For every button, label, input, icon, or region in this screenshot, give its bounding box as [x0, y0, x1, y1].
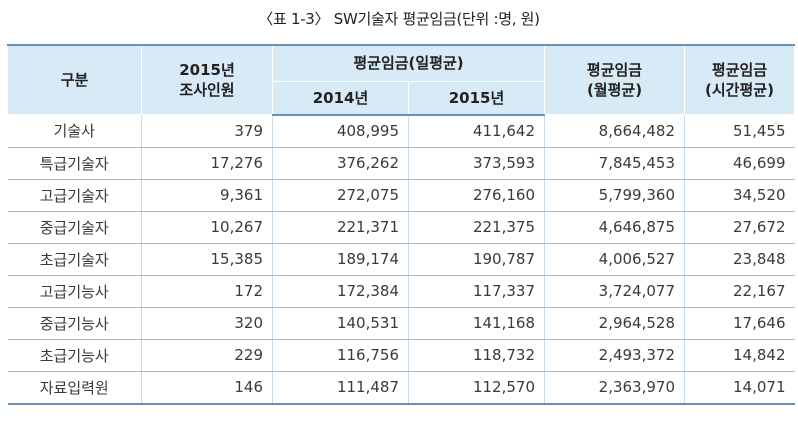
cell-hourly: 51,455: [684, 114, 795, 148]
table-row: 고급기능사 172 172,384 117,337 3,724,077 22,167: [7, 275, 795, 308]
cell-daily-2015: 118,732: [408, 339, 545, 372]
cell-daily-2015: 112,570: [408, 371, 545, 405]
cell-daily-2015: 190,787: [408, 243, 545, 276]
header-survey-line1: 2015년: [179, 61, 235, 79]
cell-daily-2014: 408,995: [272, 114, 409, 148]
table-header: 구분 2015년 조사인원 평균임금(일평균) 평균임금 (월평균) 평균임금 …: [7, 44, 795, 116]
header-hourly-line2: (시간평균): [705, 81, 774, 99]
cell-category: 고급기능사: [7, 275, 142, 308]
cell-daily-2014: 116,756: [272, 339, 409, 372]
header-monthly: 평균임금 (월평균): [544, 44, 685, 115]
header-daily-group: 평균임금(일평균): [272, 44, 545, 82]
wage-table: 구분 2015년 조사인원 평균임금(일평균) 평균임금 (월평균) 평균임금 …: [7, 44, 795, 405]
cell-monthly: 8,664,482: [544, 114, 685, 148]
cell-daily-2015: 141,168: [408, 307, 545, 340]
cell-category: 중급기능사: [7, 307, 142, 340]
cell-daily-2015: 276,160: [408, 179, 545, 212]
cell-daily-2015: 373,593: [408, 147, 545, 180]
cell-survey-count: 320: [141, 307, 273, 340]
cell-monthly: 5,799,360: [544, 179, 685, 212]
cell-monthly: 3,724,077: [544, 275, 685, 308]
cell-hourly: 27,672: [684, 211, 795, 244]
cell-daily-2015: 221,375: [408, 211, 545, 244]
cell-hourly: 14,842: [684, 339, 795, 372]
cell-category: 기술사: [7, 114, 142, 148]
cell-daily-2014: 221,371: [272, 211, 409, 244]
table-body: 기술사 379 408,995 411,642 8,664,482 51,455 특급기술자…: [7, 114, 795, 405]
cell-daily-2014: 376,262: [272, 147, 409, 180]
table-row: 자료입력원 146 111,487 112,570 2,363,970 14,071: [7, 371, 795, 405]
cell-survey-count: 229: [141, 339, 273, 372]
table-row: 중급기능사 320 140,531 141,168 2,964,528 17,646: [7, 307, 795, 340]
cell-category: 자료입력원: [7, 371, 142, 405]
header-survey-count: 2015년 조사인원: [141, 44, 273, 115]
cell-survey-count: 9,361: [141, 179, 273, 212]
header-category: 구분: [7, 44, 142, 115]
cell-survey-count: 15,385: [141, 243, 273, 276]
cell-hourly: 22,167: [684, 275, 795, 308]
cell-hourly: 14,071: [684, 371, 795, 405]
cell-survey-count: 10,267: [141, 211, 273, 244]
header-hourly: 평균임금 (시간평균): [684, 44, 795, 115]
cell-daily-2014: 140,531: [272, 307, 409, 340]
header-year-2015: 2015년: [408, 81, 545, 116]
cell-category: 중급기술자: [7, 211, 142, 244]
cell-survey-count: 17,276: [141, 147, 273, 180]
table-row: 고급기술자 9,361 272,075 276,160 5,799,360 34,520: [7, 179, 795, 212]
cell-daily-2015: 411,642: [408, 114, 545, 148]
header-year-2014: 2014년: [272, 81, 409, 116]
cell-category: 초급기능사: [7, 339, 142, 372]
cell-hourly: 23,848: [684, 243, 795, 276]
cell-daily-2015: 117,337: [408, 275, 545, 308]
cell-survey-count: 379: [141, 114, 273, 148]
header-survey-line2: 조사인원: [179, 81, 235, 99]
cell-monthly: 2,493,372: [544, 339, 685, 372]
cell-monthly: 2,964,528: [544, 307, 685, 340]
cell-survey-count: 146: [141, 371, 273, 405]
cell-hourly: 34,520: [684, 179, 795, 212]
table-row: 초급기술자 15,385 189,174 190,787 4,006,527 23,848: [7, 243, 795, 276]
cell-category: 고급기술자: [7, 179, 142, 212]
table-caption: 〈표 1-3〉 SW기술자 평균임금(단위 :명, 원): [258, 10, 540, 28]
cell-monthly: 7,845,453: [544, 147, 685, 180]
table-row: 기술사 379 408,995 411,642 8,664,482 51,455: [7, 114, 795, 148]
cell-hourly: 46,699: [684, 147, 795, 180]
cell-category: 초급기술자: [7, 243, 142, 276]
cell-hourly: 17,646: [684, 307, 795, 340]
table-row: 특급기술자 17,276 376,262 373,593 7,845,453 46,699: [7, 147, 795, 180]
cell-survey-count: 172: [141, 275, 273, 308]
cell-daily-2014: 272,075: [272, 179, 409, 212]
header-monthly-line1: 평균임금: [586, 61, 643, 79]
cell-daily-2014: 189,174: [272, 243, 409, 276]
cell-daily-2014: 172,384: [272, 275, 409, 308]
table-row: 초급기능사 229 116,756 118,732 2,493,372 14,842: [7, 339, 795, 372]
cell-monthly: 2,363,970: [544, 371, 685, 405]
header-monthly-line2: (월평균): [586, 81, 643, 99]
cell-monthly: 4,646,875: [544, 211, 685, 244]
cell-category: 특급기술자: [7, 147, 142, 180]
table-row: 중급기술자 10,267 221,371 221,375 4,646,875 27,672: [7, 211, 795, 244]
cell-monthly: 4,006,527: [544, 243, 685, 276]
header-hourly-line1: 평균임금: [711, 61, 768, 79]
cell-daily-2014: 111,487: [272, 371, 409, 405]
